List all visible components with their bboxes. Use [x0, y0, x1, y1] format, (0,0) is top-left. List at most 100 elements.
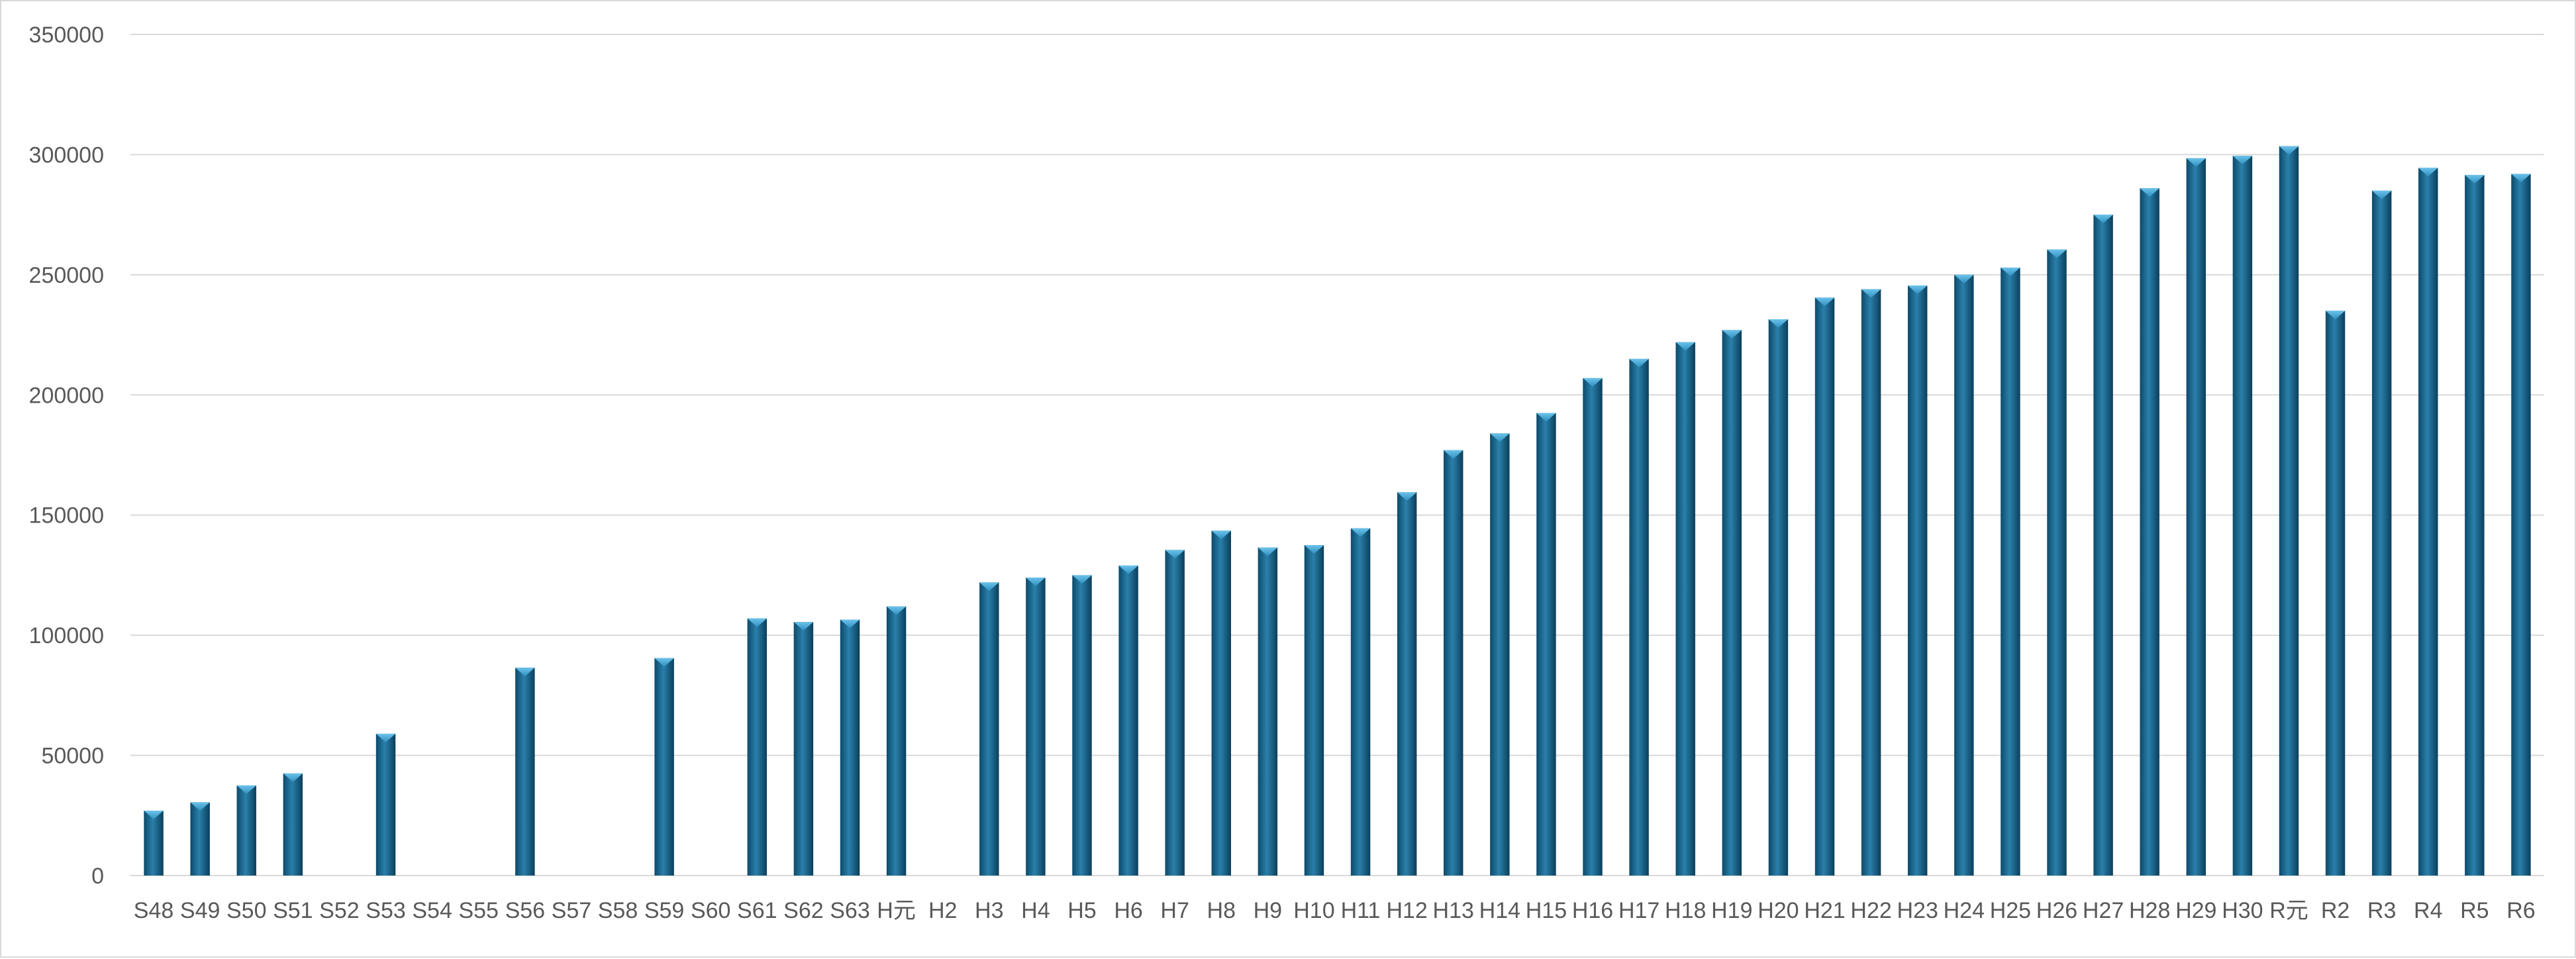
- bar-cap: [1814, 297, 1835, 307]
- bar: [1304, 545, 1324, 876]
- bar: [236, 785, 256, 876]
- bar: [2371, 190, 2392, 876]
- bar-cap: [2325, 311, 2346, 320]
- bar: [886, 606, 907, 876]
- bar: [144, 811, 164, 876]
- bar: [1026, 578, 1046, 876]
- x-tick-label: H21: [1804, 898, 1845, 923]
- bar: [1350, 528, 1371, 876]
- bar: [2279, 146, 2299, 876]
- bar: [1907, 285, 1928, 876]
- bar-cap: [2418, 168, 2438, 177]
- bar-cap: [2232, 156, 2253, 165]
- bar: [1768, 319, 1789, 876]
- bar: [2418, 168, 2438, 876]
- bar-cap: [283, 773, 303, 782]
- x-tick-label: H26: [2036, 898, 2077, 923]
- bar: [1444, 450, 1463, 876]
- y-tick-label: 350000: [29, 23, 104, 48]
- bar-cap: [1211, 530, 1231, 540]
- x-tick-label: H23: [1897, 898, 1938, 923]
- bar-H25: [2001, 267, 2020, 876]
- x-tick-label: S49: [180, 898, 221, 923]
- bar-cap: [2279, 146, 2299, 155]
- y-tick-label: 250000: [29, 263, 104, 288]
- bar-R3: [2371, 190, 2392, 876]
- bar: [2047, 249, 2067, 876]
- bar-cap: [2001, 267, 2020, 276]
- x-tick-label: H2: [928, 898, 957, 923]
- bar: [1118, 565, 1138, 876]
- bar-cap: [1444, 450, 1463, 459]
- bar: [1397, 492, 1417, 876]
- x-axis-tick-labels: S48 S49 S50 S51 S52 S53 S54 S55 S56 S57 S58 S59 S60 S…: [134, 898, 2536, 923]
- x-tick-label: H7: [1160, 898, 1189, 923]
- bar-S51: [283, 773, 303, 876]
- bar-cap: [886, 606, 907, 615]
- bar-cap: [747, 618, 768, 627]
- bar-S50: [236, 785, 256, 876]
- x-tick-label: H24: [1944, 898, 1985, 923]
- bar-cap: [1072, 575, 1092, 584]
- y-tick-label: 200000: [29, 383, 104, 408]
- x-tick-label: S55: [458, 898, 499, 923]
- x-tick-label: H6: [1114, 898, 1142, 923]
- bar-H21: [1814, 297, 1835, 876]
- bar: [1165, 550, 1185, 876]
- bar-cap: [2465, 175, 2485, 184]
- x-tick-label: H18: [1665, 898, 1706, 923]
- bar: [793, 622, 814, 876]
- x-tick-label: R元: [2269, 898, 2308, 923]
- bars: [144, 146, 2531, 876]
- x-tick-label: S59: [644, 898, 685, 923]
- bar-H6: [1118, 565, 1138, 876]
- bar-cap: [375, 733, 396, 742]
- bar-H8: [1211, 530, 1231, 876]
- bar: [1258, 547, 1278, 876]
- bar-cap: [2093, 215, 2113, 224]
- bar: [1954, 274, 1974, 876]
- x-tick-label: S63: [830, 898, 870, 923]
- bar-R元: [2279, 146, 2299, 876]
- bar-cap: [1861, 289, 1881, 298]
- x-tick-label: H25: [1990, 898, 2031, 923]
- bar-H20: [1768, 319, 1789, 876]
- bar-cap: [1583, 378, 1603, 387]
- bar-R6: [2511, 174, 2531, 876]
- bar: [2511, 174, 2531, 876]
- bar-H7: [1165, 550, 1185, 876]
- bar: [2186, 158, 2206, 876]
- bar-H29: [2186, 158, 2206, 876]
- bar-H14: [1490, 433, 1510, 876]
- x-tick-label: S51: [273, 898, 313, 923]
- x-tick-label: S54: [412, 898, 452, 923]
- y-tick-label: 150000: [29, 503, 104, 529]
- x-tick-label: S58: [598, 898, 638, 923]
- bar-R2: [2325, 311, 2346, 876]
- bar: [1722, 330, 1742, 876]
- bar: [1072, 575, 1092, 876]
- x-tick-label: S61: [737, 898, 777, 923]
- bar: [1490, 433, 1510, 876]
- x-tick-label: H29: [2175, 898, 2216, 923]
- x-tick-label: S56: [505, 898, 546, 923]
- x-tick-label: H9: [1254, 898, 1282, 923]
- x-tick-label: H19: [1711, 898, 1752, 923]
- x-tick-label: R2: [2321, 898, 2350, 923]
- x-tick-label: S50: [226, 898, 267, 923]
- x-tick-label: H8: [1207, 898, 1236, 923]
- x-tick-label: H27: [2083, 898, 2124, 923]
- x-tick-label: H22: [1850, 898, 1891, 923]
- bar-S61: [747, 618, 768, 876]
- bar-cap: [1768, 319, 1789, 328]
- bar-cap: [1954, 274, 1974, 283]
- bar-cap: [1629, 358, 1649, 368]
- bar-cap: [144, 811, 164, 820]
- x-tick-label: S48: [134, 898, 174, 923]
- bar-H28: [2140, 188, 2159, 876]
- x-tick-label: S62: [783, 898, 824, 923]
- bar-H30: [2232, 156, 2253, 876]
- bar: [1583, 378, 1603, 876]
- bar: [2001, 267, 2020, 876]
